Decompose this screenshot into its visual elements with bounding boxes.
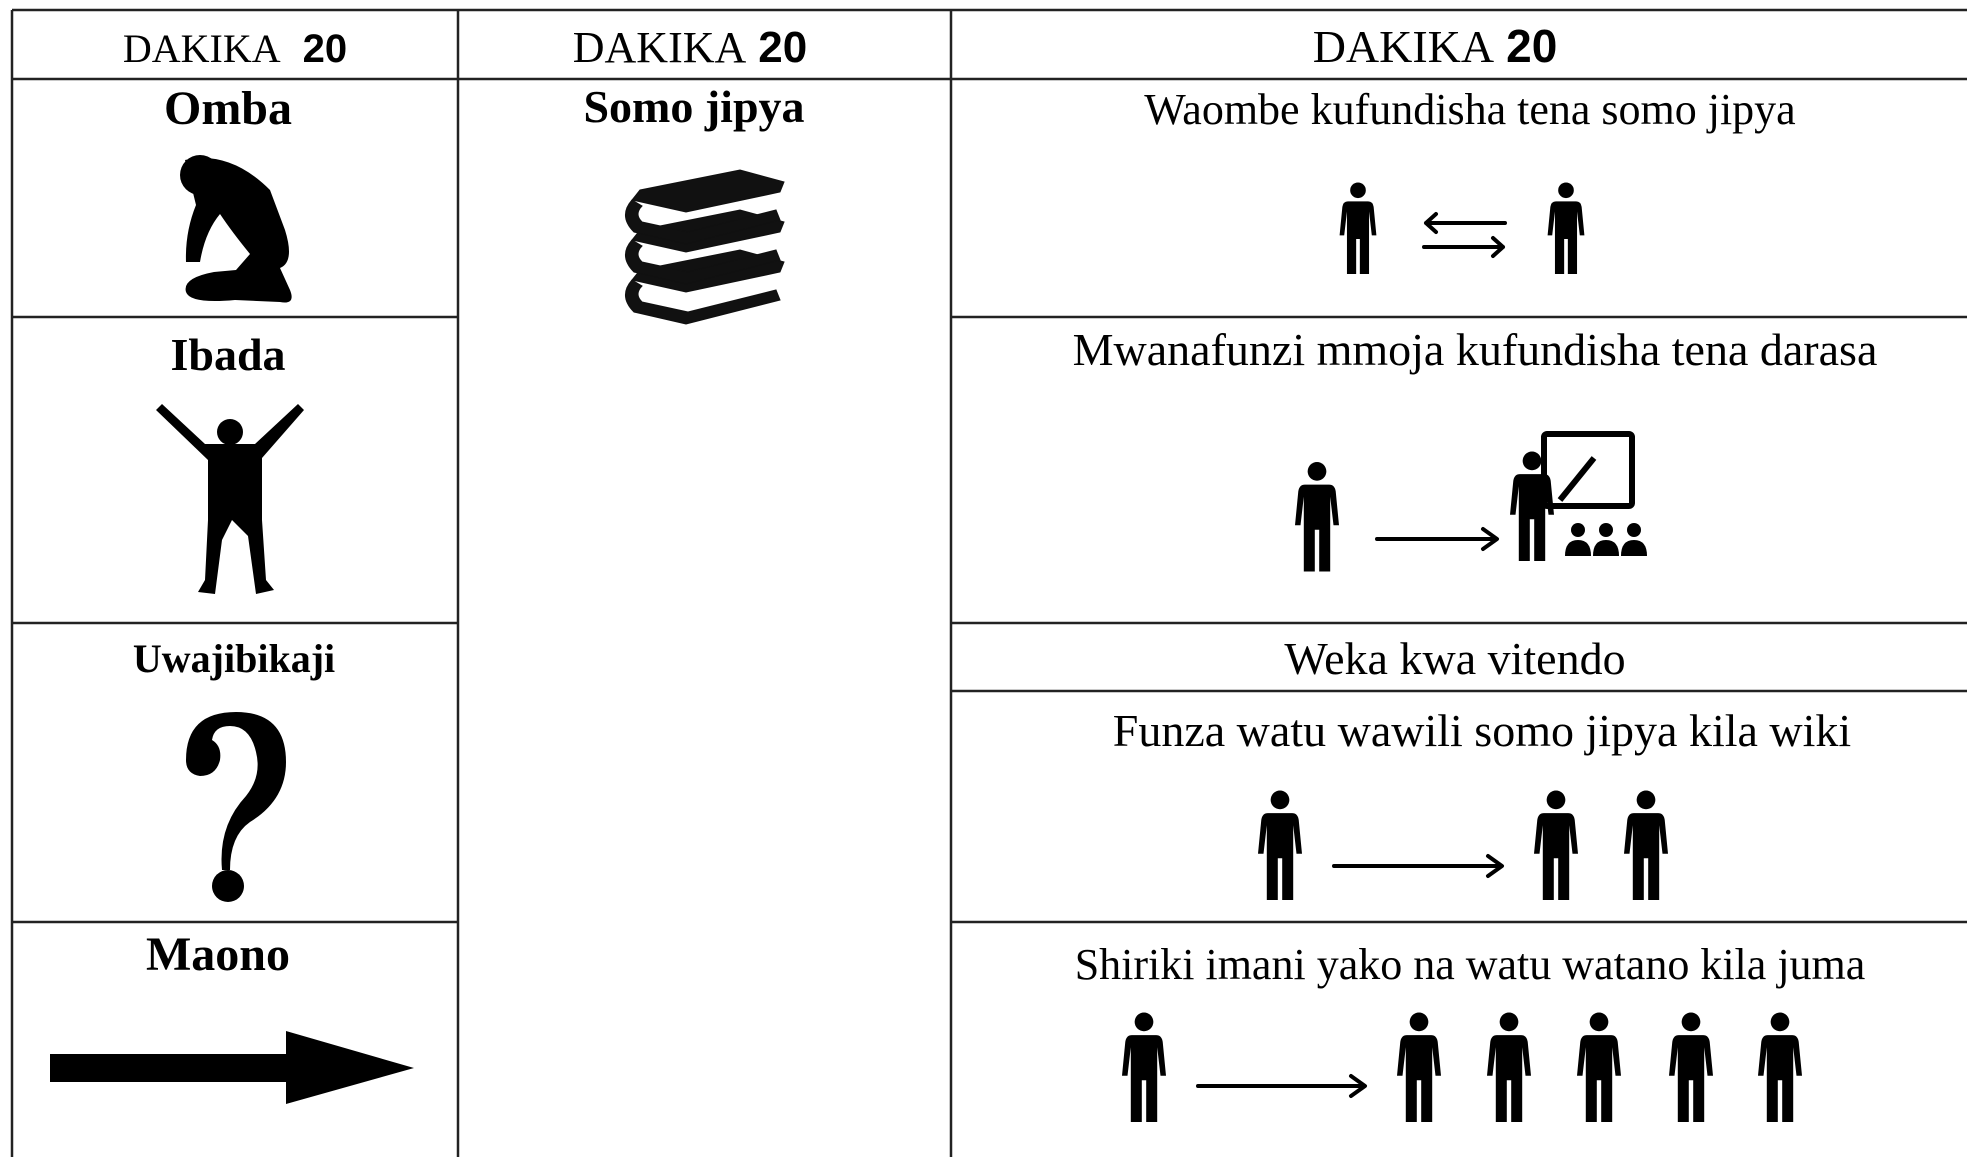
activity-title: Ibada [170,329,285,380]
teach-two-icon [1258,790,1668,900]
step-text: Funza watu wawili somo jipya kila wiki [1113,705,1851,756]
peer-teaching-icon-part [1547,182,1585,274]
worship-icon [156,404,304,594]
teach-two-icon-part [1534,790,1578,900]
grid-lines [10,8,1967,1157]
worship-icon-part [217,419,243,445]
step-text: Shiriki imani yako na watu watano kila j… [1075,940,1866,989]
activity-title: Maono [146,928,290,981]
books-icon-part [625,239,781,285]
share-five-icon [1122,1012,1802,1122]
books-icon-part [625,199,781,245]
share-five-icon-part [1577,1012,1621,1122]
reteach-class-icon-part [1541,431,1635,509]
praying-icon [180,155,292,303]
header-minutes: 20 [303,27,348,71]
header-cell: DAKIKA 20 [573,23,807,72]
peer-teaching-icon-part [1422,212,1507,258]
books-icon-part [631,169,785,213]
header-cell: DAKIKA 20 [123,26,347,71]
step-text: Weka kwa vitendo [1284,633,1625,684]
header-cell: DAKIKA 20 [1313,20,1558,72]
reteach-class-icon-part [1557,456,1597,502]
teach-two-icon-part [1332,854,1504,878]
reteach-class-icon-part [1571,523,1585,537]
share-five-icon-part [1669,1012,1713,1122]
reteach-class-icon-part [1593,540,1619,556]
peer-teaching-icon-part [1339,182,1377,274]
share-five-icon-part [1122,1012,1166,1122]
question-icon-part [212,870,244,902]
step-text: Waombe kufundisha tena somo jipya [1144,85,1795,134]
header-minutes: 20 [758,23,807,72]
share-five-icon-part [1196,1074,1367,1098]
peer-teaching-icon [1339,182,1585,274]
header-minutes: 20 [1506,20,1557,72]
worship-icon-part [156,404,304,594]
reteach-class-icon-part [1295,462,1339,572]
header-label: DAKIKA [123,26,281,71]
books-icon-part [625,279,781,325]
activity-title: Uwajibikaji [133,636,335,681]
share-five-icon-part [1397,1012,1441,1122]
teach-two-icon-part [1258,790,1302,900]
lesson-title: Somo jipya [583,81,804,132]
activity-title: Omba [164,82,292,135]
reteach-class-icon-part [1565,540,1591,556]
vision-arrow-icon-part [50,1031,414,1104]
books-icon [625,169,785,325]
reteach-class-icon-part [1375,527,1499,551]
vision-arrow-icon [50,1031,414,1104]
share-five-icon-part [1758,1012,1802,1122]
teach-two-icon-part [1624,790,1668,900]
reteach-class-icon-part [1621,540,1647,556]
reteach-class-icon-part [1599,523,1613,537]
reteach-class-icon [1295,431,1647,572]
step-text: Mwanafunzi mmoja kufundisha tena darasa [1073,324,1878,375]
praying-icon-part [185,158,292,303]
header-label: DAKIKA [573,23,747,72]
share-five-icon-part [1487,1012,1531,1122]
header-label: DAKIKA [1313,21,1494,72]
question-icon-part [186,712,286,870]
reteach-class-icon-part [1627,523,1641,537]
question-icon [186,712,286,902]
